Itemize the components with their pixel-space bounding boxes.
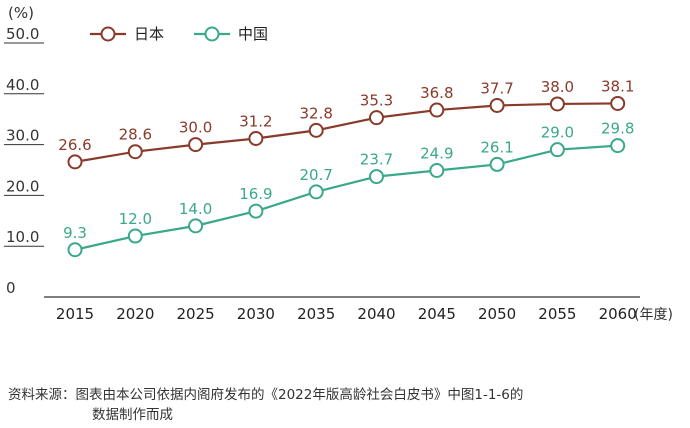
legend-label: 中国 bbox=[238, 25, 268, 43]
data-label: 14.0 bbox=[179, 200, 212, 218]
x-tick-label: 2035 bbox=[297, 305, 335, 323]
data-label: 31.2 bbox=[239, 113, 272, 131]
series-line bbox=[74, 144, 618, 251]
source-line-2: 数据制作而成 bbox=[92, 407, 173, 423]
data-point bbox=[489, 156, 505, 172]
data-label: 29.8 bbox=[601, 120, 634, 138]
data-point bbox=[610, 95, 626, 111]
data-label: 37.7 bbox=[480, 79, 513, 97]
source-line-1: 资料来源：图表由本公司依据内阁府发布的《2022年版高龄社会白皮书》中图1-1-… bbox=[8, 387, 524, 403]
data-point bbox=[369, 110, 384, 126]
x-tick-label: 2060 bbox=[599, 305, 637, 323]
x-tick-label: 2020 bbox=[116, 305, 154, 323]
data-point bbox=[248, 131, 264, 147]
data-point bbox=[308, 122, 324, 138]
legend-marker bbox=[204, 26, 220, 42]
data-label: 29.0 bbox=[541, 124, 574, 142]
data-label: 32.8 bbox=[299, 104, 332, 122]
y-tick-label: 40.0 bbox=[6, 76, 39, 94]
data-point bbox=[127, 228, 143, 244]
y-tick-label: 0 bbox=[6, 279, 16, 297]
series-line bbox=[74, 102, 618, 163]
data-point bbox=[489, 97, 505, 113]
data-point bbox=[188, 137, 204, 153]
x-tick-label: 2055 bbox=[538, 305, 576, 323]
data-label: 36.8 bbox=[420, 84, 453, 102]
data-label: 26.6 bbox=[58, 136, 91, 154]
x-tick-label: 2030 bbox=[237, 305, 275, 323]
x-tick-label: 2040 bbox=[357, 305, 395, 323]
legend-marker bbox=[100, 26, 116, 42]
x-tick-label: 2015 bbox=[56, 305, 94, 323]
data-label: 38.0 bbox=[541, 78, 574, 96]
x-unit-label: (年度) bbox=[634, 307, 673, 323]
y-tick-label: 10.0 bbox=[6, 228, 39, 246]
data-point bbox=[549, 142, 565, 158]
data-label: 26.1 bbox=[480, 138, 513, 156]
legend-label: 日本 bbox=[134, 25, 164, 43]
data-point bbox=[188, 218, 204, 234]
y-tick-label: 50.0 bbox=[6, 25, 39, 43]
data-point bbox=[67, 242, 83, 258]
data-label: 24.9 bbox=[420, 145, 453, 163]
data-label: 28.6 bbox=[119, 126, 152, 144]
y-unit-label: (%) bbox=[8, 4, 34, 22]
data-label: 35.3 bbox=[360, 92, 393, 110]
y-tick-label: 20.0 bbox=[6, 177, 39, 195]
x-tick-label: 2045 bbox=[418, 305, 456, 323]
data-point bbox=[610, 138, 626, 154]
data-point bbox=[248, 203, 264, 219]
y-tick-label: 30.0 bbox=[6, 127, 39, 145]
source-note: 资料来源：图表由本公司依据内阁府发布的《2022年版高龄社会白皮书》中图1-1-… bbox=[8, 385, 688, 425]
data-point bbox=[549, 96, 565, 112]
data-label: 23.7 bbox=[360, 151, 393, 169]
x-tick-label: 2025 bbox=[177, 305, 215, 323]
data-label: 12.0 bbox=[119, 210, 152, 228]
x-tick-label: 2050 bbox=[478, 305, 516, 323]
data-label: 30.0 bbox=[179, 119, 212, 137]
data-point bbox=[308, 184, 324, 200]
data-label: 9.3 bbox=[63, 224, 87, 242]
data-point bbox=[127, 144, 143, 160]
data-label: 16.9 bbox=[239, 185, 272, 203]
data-point bbox=[67, 154, 83, 170]
data-label: 38.1 bbox=[601, 77, 634, 95]
data-point bbox=[429, 102, 445, 118]
data-point bbox=[369, 169, 384, 185]
data-point bbox=[429, 163, 445, 179]
line-chart: (%) 0 10.0 20.0 30.0 40.0 50.0 2015 2020 2025 20… bbox=[4, 4, 673, 323]
data-label: 20.7 bbox=[299, 166, 332, 184]
